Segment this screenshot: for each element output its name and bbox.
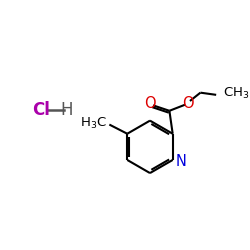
Text: H: H [61, 101, 73, 119]
Text: CH$_3$: CH$_3$ [223, 86, 250, 101]
Text: O: O [182, 96, 194, 111]
Text: O: O [144, 96, 156, 111]
Text: Cl: Cl [32, 101, 50, 119]
Text: H$_3$C: H$_3$C [80, 116, 107, 131]
Text: N: N [175, 154, 186, 168]
